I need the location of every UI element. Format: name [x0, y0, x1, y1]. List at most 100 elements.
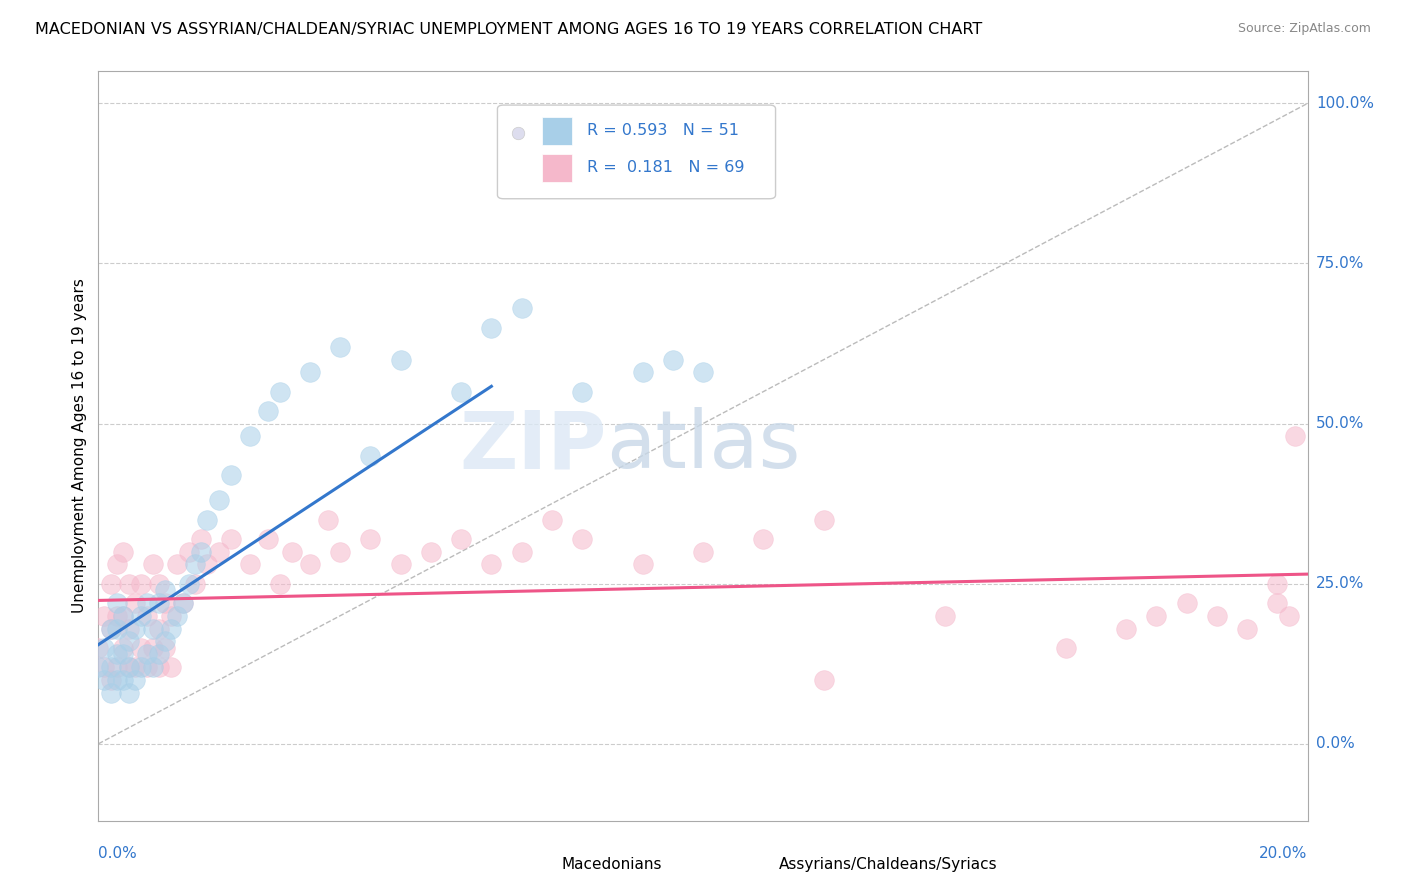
- Text: 50.0%: 50.0%: [1316, 416, 1364, 431]
- Point: [692, 544, 714, 558]
- Point: [221, 532, 243, 546]
- Point: [1206, 608, 1229, 623]
- Text: 0.0%: 0.0%: [98, 846, 138, 861]
- Point: [129, 660, 152, 674]
- Point: [111, 608, 134, 623]
- Point: [142, 558, 165, 572]
- Point: [93, 660, 115, 674]
- Point: [190, 544, 212, 558]
- FancyBboxPatch shape: [498, 105, 776, 199]
- Text: R = 0.593   N = 51: R = 0.593 N = 51: [586, 123, 740, 138]
- Point: [142, 660, 165, 674]
- Point: [105, 660, 128, 674]
- Point: [148, 660, 170, 674]
- Text: Assyrians/Chaldeans/Syriacs: Assyrians/Chaldeans/Syriacs: [779, 857, 998, 872]
- Point: [631, 558, 654, 572]
- FancyBboxPatch shape: [527, 855, 554, 875]
- Point: [129, 576, 152, 591]
- Point: [450, 532, 472, 546]
- Point: [160, 660, 183, 674]
- Point: [118, 685, 141, 699]
- Point: [142, 640, 165, 655]
- Point: [160, 622, 183, 636]
- Point: [148, 622, 170, 636]
- Point: [100, 660, 122, 674]
- Point: [153, 640, 176, 655]
- Point: [571, 532, 593, 546]
- Point: [281, 544, 304, 558]
- Point: [389, 352, 412, 367]
- Point: [329, 544, 352, 558]
- Point: [692, 365, 714, 379]
- Text: 20.0%: 20.0%: [1260, 846, 1308, 861]
- Point: [135, 596, 157, 610]
- Point: [124, 622, 146, 636]
- Point: [1267, 576, 1289, 591]
- Point: [195, 513, 218, 527]
- Point: [124, 660, 146, 674]
- Point: [540, 513, 562, 527]
- Point: [118, 634, 141, 648]
- Point: [118, 622, 141, 636]
- Point: [87, 640, 110, 655]
- Point: [389, 558, 412, 572]
- Point: [239, 429, 262, 443]
- Point: [510, 301, 533, 316]
- Point: [316, 513, 339, 527]
- Point: [360, 532, 382, 546]
- Text: R =  0.181   N = 69: R = 0.181 N = 69: [586, 161, 744, 176]
- Point: [195, 558, 218, 572]
- Point: [129, 640, 152, 655]
- Point: [172, 596, 194, 610]
- Point: [269, 576, 291, 591]
- Point: [129, 608, 152, 623]
- Text: 25.0%: 25.0%: [1316, 576, 1364, 591]
- Y-axis label: Unemployment Among Ages 16 to 19 years: Unemployment Among Ages 16 to 19 years: [72, 278, 87, 614]
- Point: [111, 640, 134, 655]
- Point: [256, 532, 278, 546]
- Point: [481, 320, 503, 334]
- Text: atlas: atlas: [606, 407, 800, 485]
- Point: [118, 576, 141, 591]
- Point: [1054, 640, 1077, 655]
- Point: [450, 384, 472, 399]
- Point: [813, 513, 835, 527]
- Point: [269, 384, 291, 399]
- Point: [118, 660, 141, 674]
- Point: [118, 660, 141, 674]
- Point: [105, 622, 128, 636]
- Point: [934, 608, 956, 623]
- Point: [93, 673, 115, 687]
- Point: [135, 647, 157, 661]
- Point: [256, 404, 278, 418]
- Point: [661, 352, 683, 367]
- Point: [510, 544, 533, 558]
- Point: [93, 640, 115, 655]
- FancyBboxPatch shape: [745, 855, 772, 875]
- Point: [100, 622, 122, 636]
- Point: [221, 467, 243, 482]
- Point: [184, 558, 207, 572]
- Point: [360, 449, 382, 463]
- Text: 100.0%: 100.0%: [1316, 95, 1374, 111]
- Point: [148, 647, 170, 661]
- Point: [124, 673, 146, 687]
- Point: [1284, 429, 1306, 443]
- Point: [111, 608, 134, 623]
- Point: [420, 544, 443, 558]
- Text: 75.0%: 75.0%: [1316, 256, 1364, 271]
- Point: [1267, 596, 1289, 610]
- Point: [299, 365, 322, 379]
- Point: [179, 544, 201, 558]
- Point: [1236, 622, 1258, 636]
- Text: Macedonians: Macedonians: [561, 857, 662, 872]
- Point: [111, 673, 134, 687]
- Point: [1144, 608, 1167, 623]
- Point: [135, 660, 157, 674]
- FancyBboxPatch shape: [543, 117, 572, 145]
- Point: [179, 576, 201, 591]
- Point: [100, 673, 122, 687]
- Point: [142, 622, 165, 636]
- Point: [299, 558, 322, 572]
- Text: MACEDONIAN VS ASSYRIAN/CHALDEAN/SYRIAC UNEMPLOYMENT AMONG AGES 16 TO 19 YEARS CO: MACEDONIAN VS ASSYRIAN/CHALDEAN/SYRIAC U…: [35, 22, 983, 37]
